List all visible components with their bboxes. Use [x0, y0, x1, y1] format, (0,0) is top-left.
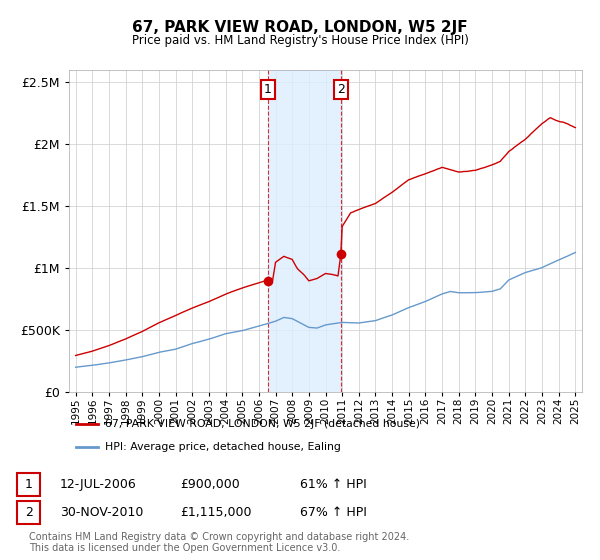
Text: £900,000: £900,000 [180, 478, 240, 491]
Text: £1,115,000: £1,115,000 [180, 506, 251, 519]
Text: 1: 1 [264, 83, 272, 96]
Text: HPI: Average price, detached house, Ealing: HPI: Average price, detached house, Eali… [105, 442, 341, 452]
Text: 67% ↑ HPI: 67% ↑ HPI [300, 506, 367, 519]
Text: 67, PARK VIEW ROAD, LONDON, W5 2JF (detached house): 67, PARK VIEW ROAD, LONDON, W5 2JF (deta… [105, 419, 420, 429]
Bar [268, 70, 341, 392]
Text: 2: 2 [337, 83, 345, 96]
Text: 12-JUL-2006: 12-JUL-2006 [60, 478, 137, 491]
Text: Contains HM Land Registry data © Crown copyright and database right 2024.
This d: Contains HM Land Registry data © Crown c… [29, 531, 409, 553]
Text: Price paid vs. HM Land Registry's House Price Index (HPI): Price paid vs. HM Land Registry's House … [131, 34, 469, 46]
Text: 30-NOV-2010: 30-NOV-2010 [60, 506, 143, 519]
Text: 61% ↑ HPI: 61% ↑ HPI [300, 478, 367, 491]
Text: 2: 2 [25, 506, 33, 519]
Text: 67, PARK VIEW ROAD, LONDON, W5 2JF: 67, PARK VIEW ROAD, LONDON, W5 2JF [132, 20, 468, 35]
Text: 1: 1 [25, 478, 33, 491]
